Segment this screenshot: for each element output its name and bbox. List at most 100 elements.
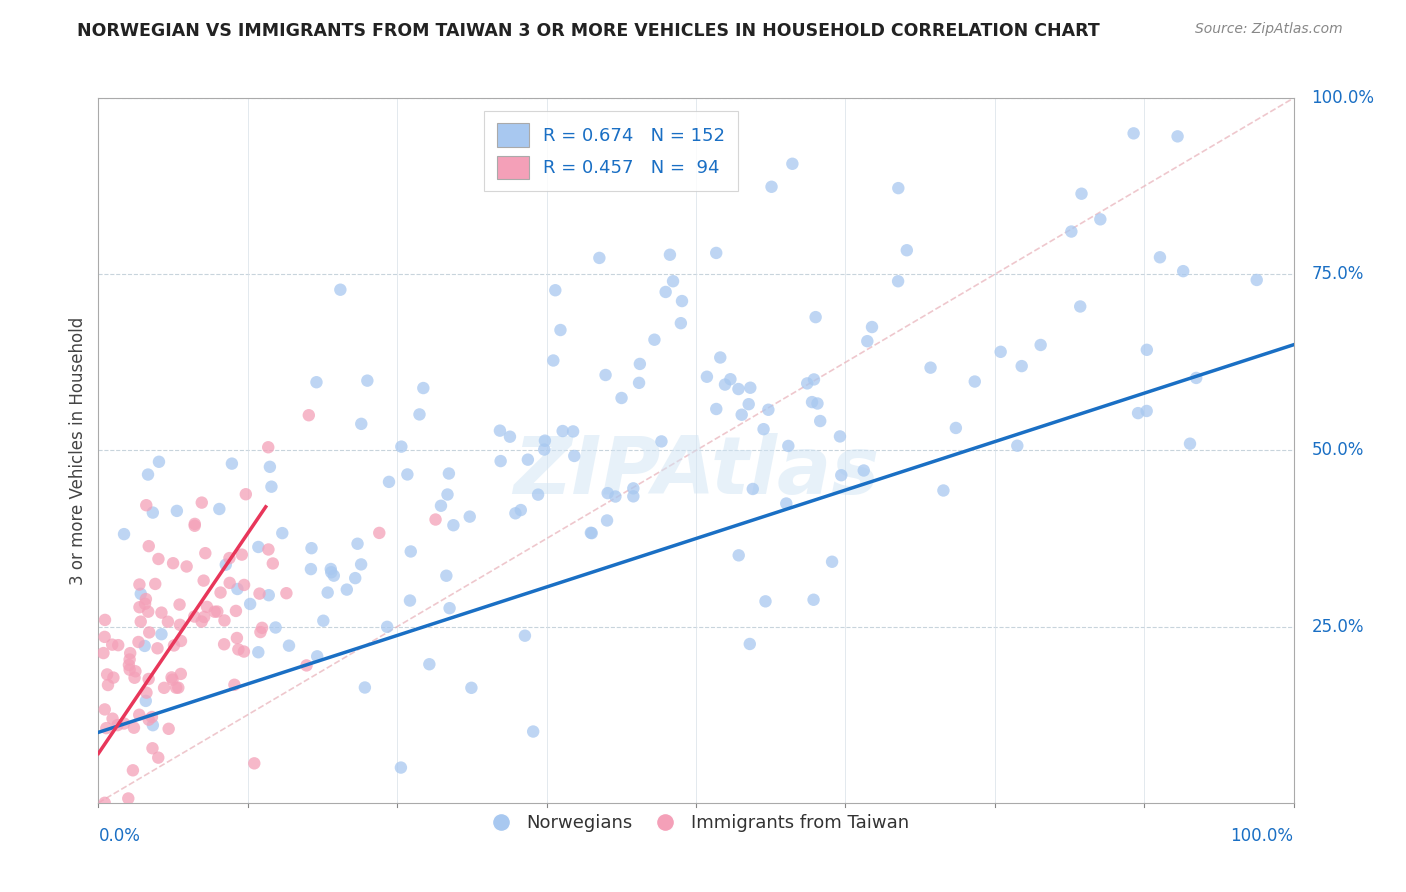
Point [516, 452, 538, 467]
Text: Source: ZipAtlas.com: Source: ZipAtlas.com [1195, 22, 1343, 37]
Point [389, 440, 412, 454]
Point [301, 541, 323, 556]
Point [257, 542, 280, 557]
Point [1136, 343, 1159, 357]
Point [887, 181, 910, 195]
Point [124, 671, 146, 685]
Point [170, 667, 193, 681]
Point [226, 582, 249, 596]
Point [257, 588, 280, 602]
Point [148, 750, 170, 764]
Point [183, 609, 205, 624]
Point [141, 710, 163, 724]
Point [534, 434, 557, 448]
Point [235, 487, 257, 501]
Point [231, 548, 253, 562]
Point [654, 285, 676, 299]
Point [218, 575, 240, 590]
Point [249, 586, 271, 600]
Point [704, 246, 727, 260]
Point [135, 592, 157, 607]
Point [945, 421, 967, 435]
Point [595, 368, 617, 382]
Point [215, 558, 238, 572]
Point [696, 369, 718, 384]
Point [782, 157, 804, 171]
Point [322, 568, 344, 582]
Point [218, 551, 240, 566]
Point [204, 605, 226, 619]
Point [112, 527, 135, 541]
Point [136, 605, 159, 619]
Point [1070, 186, 1092, 201]
Point [658, 248, 681, 262]
Point [1090, 212, 1112, 227]
Point [756, 402, 779, 417]
Point [136, 467, 159, 482]
Point [458, 509, 481, 524]
Text: ZIPAtlas: ZIPAtlas [513, 433, 879, 510]
Point [430, 499, 453, 513]
Point [170, 634, 193, 648]
Point [148, 455, 170, 469]
Point [643, 333, 665, 347]
Point [138, 625, 160, 640]
Point [1167, 129, 1189, 144]
Point [166, 504, 188, 518]
Point [176, 559, 198, 574]
Point [239, 597, 262, 611]
Point [191, 495, 214, 509]
Point [112, 716, 135, 731]
Point [396, 467, 419, 482]
Point [806, 396, 828, 410]
Point [550, 323, 572, 337]
Point [727, 382, 749, 396]
Point [225, 604, 247, 618]
Point [761, 179, 783, 194]
Point [804, 310, 827, 325]
Point [489, 424, 512, 438]
Point [190, 615, 212, 629]
Point [209, 585, 232, 599]
Point [214, 614, 236, 628]
Point [489, 454, 512, 468]
Legend: Norwegians, Immigrants from Taiwan: Norwegians, Immigrants from Taiwan [477, 807, 915, 839]
Point [896, 244, 918, 258]
Point [148, 552, 170, 566]
Point [628, 357, 651, 371]
Point [94, 613, 117, 627]
Point [101, 712, 124, 726]
Point [354, 681, 377, 695]
Point [741, 482, 763, 496]
Point [709, 351, 731, 365]
Point [150, 606, 173, 620]
Point [738, 397, 761, 411]
Point [194, 546, 217, 560]
Point [1136, 404, 1159, 418]
Text: 50.0%: 50.0% [1312, 442, 1364, 459]
Point [247, 645, 270, 659]
Point [1173, 264, 1195, 278]
Point [344, 571, 367, 585]
Point [628, 376, 651, 390]
Point [295, 658, 318, 673]
Point [860, 320, 883, 334]
Point [129, 587, 152, 601]
Point [184, 516, 207, 531]
Point [135, 686, 157, 700]
Point [169, 617, 191, 632]
Point [321, 566, 343, 580]
Point [307, 649, 329, 664]
Point [163, 639, 186, 653]
Point [752, 422, 775, 436]
Point [505, 506, 527, 520]
Point [103, 671, 125, 685]
Point [157, 722, 180, 736]
Point [93, 796, 115, 810]
Point [183, 518, 205, 533]
Point [378, 475, 401, 489]
Point [193, 574, 215, 588]
Point [399, 544, 422, 558]
Point [128, 600, 150, 615]
Point [775, 496, 797, 510]
